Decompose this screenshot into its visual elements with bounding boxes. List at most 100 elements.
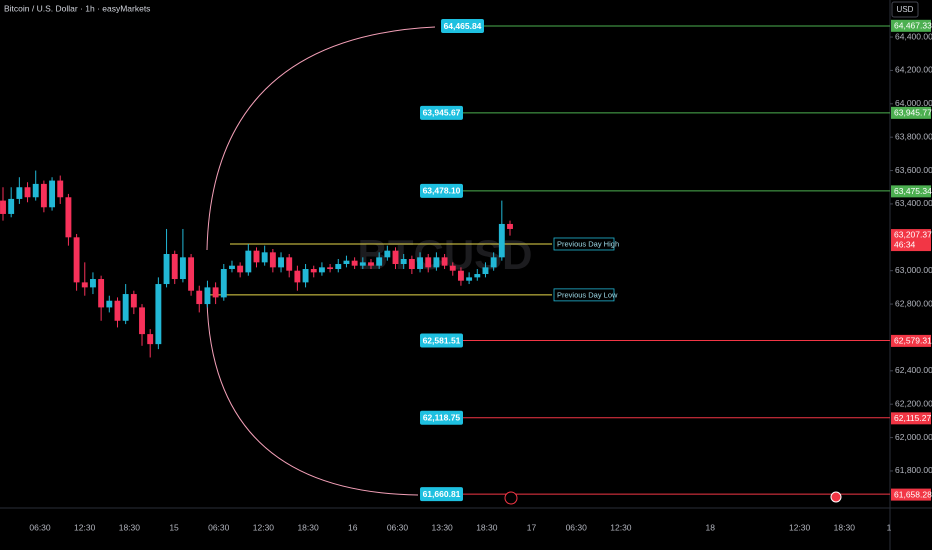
candle-body: [261, 252, 268, 263]
candle-body: [98, 279, 105, 308]
candle-body: [457, 270, 464, 281]
candle-body: [106, 300, 113, 308]
candle-body: [498, 223, 505, 258]
candle-body: [425, 257, 432, 268]
level-label: 64,465.84: [444, 21, 482, 31]
y-tick-label: 63,800.00: [895, 131, 932, 141]
candle-body: [433, 257, 440, 268]
candle-body: [188, 257, 195, 291]
candle-body: [245, 250, 252, 273]
x-tick-label: 18:30: [834, 522, 856, 532]
candle-body: [302, 269, 309, 283]
flag-icon[interactable]: [830, 491, 842, 503]
candle-body: [400, 259, 407, 265]
day-line-box: [553, 237, 615, 251]
candle-body: [327, 267, 334, 270]
level-box: [420, 333, 463, 348]
price-tag-label: 63,475.34: [894, 186, 932, 196]
y-tick-label: 62,800.00: [895, 298, 932, 308]
chart-title: Bitcoin / U.S. Dollar · 1h · easyMarkets: [4, 3, 150, 13]
y-tick-label: 64,000.00: [895, 98, 932, 108]
day-line-box: [553, 288, 615, 302]
candle-body: [147, 334, 154, 345]
candle-body: [229, 265, 235, 270]
x-tick-label: 06:30: [566, 522, 588, 532]
candle-body: [163, 254, 170, 285]
candle-body: [130, 294, 137, 308]
marks: 64,400.00 64,200.00 64,000.00 63,800.00 63,6…: [0, 19, 932, 532]
candle-body: [171, 254, 178, 280]
candle-body: [343, 260, 350, 265]
candle-body: [384, 250, 391, 258]
candle-body: [8, 198, 15, 214]
level-box: [441, 19, 484, 34]
lower-arc: [206, 299, 419, 496]
candle-body: [32, 183, 39, 198]
candle-body: [318, 267, 325, 273]
price-tag: [891, 185, 931, 198]
last-price-tag: [891, 229, 931, 252]
countdown-label: 46:34: [894, 239, 916, 249]
candle-body: [368, 262, 374, 266]
candle-body: [417, 257, 423, 270]
price-tag-label: 61,658.28: [894, 489, 932, 499]
price-tag-label: 62,579.31: [894, 336, 932, 346]
x-tick-label: 18:30: [119, 522, 141, 532]
level-box: [420, 410, 463, 425]
candle-body: [507, 223, 513, 229]
x-tick-label: 15: [169, 522, 179, 532]
price-tag-label: 63,945.77: [894, 108, 932, 118]
level-label: 62,581.51: [423, 335, 461, 345]
x-tick-label: 12:30: [253, 522, 275, 532]
candle-body: [212, 287, 219, 298]
x-tick-label: 17: [527, 522, 537, 532]
candle-body: [57, 180, 64, 198]
y-tick-label: 62,400.00: [895, 365, 932, 375]
candle-body: [73, 237, 80, 283]
candle-body: [351, 260, 358, 266]
level-label: 61,660.81: [423, 489, 461, 499]
candle-body: [204, 287, 211, 305]
candle-body: [449, 265, 456, 271]
day-line-label: Previous Day High: [557, 239, 619, 248]
x-tick-label: 18: [706, 522, 716, 532]
level-label: 62,118.75: [423, 413, 461, 423]
candle-body: [49, 180, 56, 208]
price-tag: [891, 106, 931, 119]
y-tick-label: 62,000.00: [895, 432, 932, 442]
event-icon[interactable]: [504, 491, 518, 505]
level-box: [420, 487, 463, 502]
candle-body: [139, 307, 145, 335]
candle-body: [65, 197, 72, 238]
price-tag: [891, 412, 931, 425]
price-tag: [891, 488, 931, 501]
y-tick-label: 63,600.00: [895, 165, 932, 175]
x-tick-label: 06:30: [387, 522, 409, 532]
x-tick-label: 06:30: [29, 522, 51, 532]
last-price-label: 63,207.37: [894, 229, 932, 239]
y-tick-label: 63,400.00: [895, 198, 932, 208]
candle-body: [278, 257, 284, 268]
price-tag: [891, 19, 931, 32]
candle-body: [294, 270, 301, 283]
y-tick-label: 62,200.00: [895, 398, 932, 408]
currency-button[interactable]: [891, 1, 919, 18]
level-label: 63,945.67: [423, 108, 461, 118]
candle-body: [269, 252, 276, 268]
x-tick-label: 13:30: [432, 522, 454, 532]
candle-body: [81, 282, 88, 288]
candle-body: [16, 187, 23, 199]
candle-body: [286, 257, 293, 271]
level-label: 63,478.10: [423, 186, 461, 196]
x-tick-label: 16: [348, 522, 358, 532]
price-tag-label: 62,115.27: [894, 413, 931, 423]
x-tick-label: 1: [887, 522, 892, 532]
candle-body: [253, 250, 260, 263]
candle-body: [474, 274, 481, 278]
candle-body: [482, 267, 489, 275]
x-tick-label: 12:30: [74, 522, 96, 532]
candle-body: [490, 257, 497, 268]
candle-body: [310, 269, 317, 273]
